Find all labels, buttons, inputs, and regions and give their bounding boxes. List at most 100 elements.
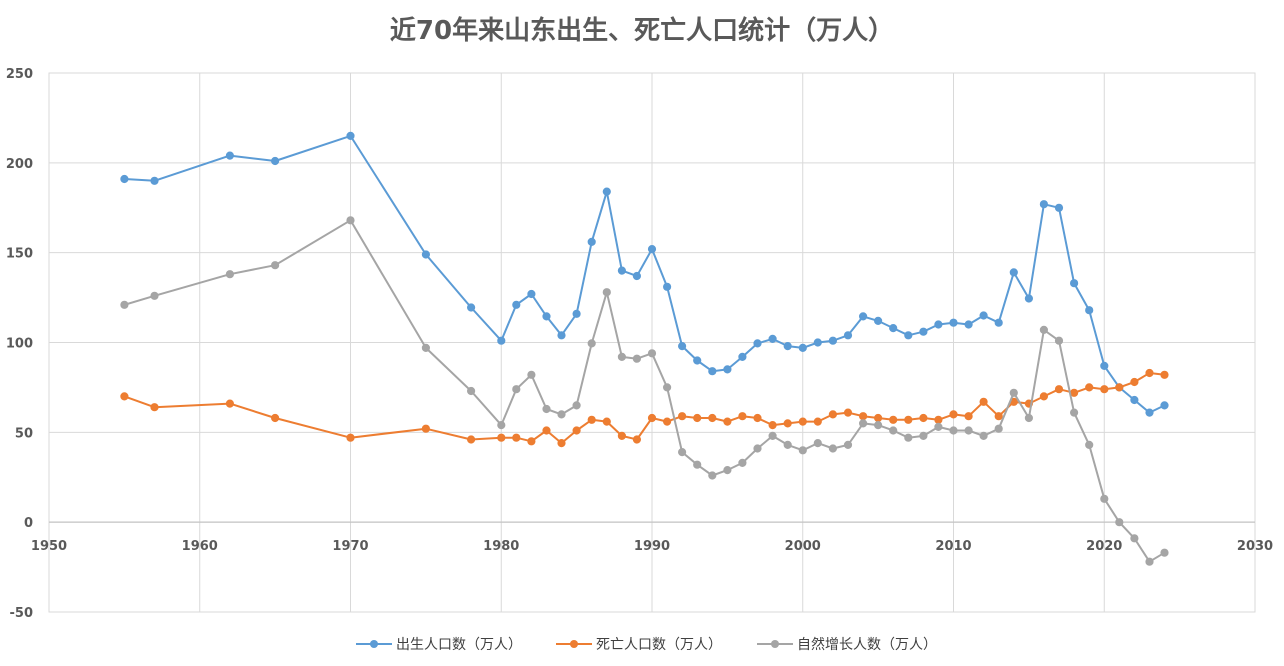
- data-point-births: [1009, 268, 1018, 277]
- data-point-natural-growth: [512, 385, 521, 394]
- data-point-deaths: [225, 399, 234, 408]
- data-point-births: [1085, 306, 1094, 315]
- series-line-natural-growth: [124, 219, 1166, 563]
- data-point-births: [1039, 200, 1049, 209]
- data-point-natural-growth: [1070, 408, 1079, 417]
- legend-marker-deaths: [556, 638, 592, 650]
- x-tick-label: 2020: [1086, 539, 1122, 554]
- data-point-births: [723, 365, 732, 374]
- data-point-deaths: [1145, 368, 1154, 378]
- data-point-natural-growth: [467, 386, 476, 396]
- data-point-deaths: [964, 412, 973, 421]
- data-point-natural-growth: [1024, 413, 1034, 423]
- legend-label-births: 出生人口数（万人）: [396, 637, 522, 653]
- data-point-deaths: [1160, 370, 1169, 379]
- y-tick-label: 100: [6, 337, 33, 352]
- data-point-natural-growth: [964, 426, 973, 435]
- data-point-deaths: [542, 426, 551, 435]
- data-point-deaths: [798, 417, 807, 426]
- data-point-deaths: [693, 413, 702, 423]
- data-point-natural-growth: [828, 444, 838, 453]
- data-point-natural-growth: [587, 339, 596, 348]
- x-tick-label: 1950: [31, 539, 67, 554]
- data-point-births: [497, 336, 506, 345]
- data-point-natural-growth: [1130, 534, 1139, 543]
- data-point-births: [271, 156, 280, 166]
- data-point-natural-growth: [1100, 494, 1109, 503]
- data-point-deaths: [828, 410, 838, 419]
- data-point-deaths: [994, 412, 1003, 421]
- data-point-births: [753, 339, 762, 348]
- data-point-births: [1100, 361, 1109, 370]
- y-tick-label: 250: [6, 67, 33, 82]
- data-point-births: [678, 342, 687, 351]
- data-point-births: [979, 311, 988, 320]
- data-point-natural-growth: [798, 446, 807, 455]
- data-point-births: [904, 331, 913, 340]
- data-point-natural-growth: [1145, 557, 1154, 566]
- x-tick-label: 2030: [1237, 539, 1273, 554]
- legend-item-deaths: 死亡人口数（万人）: [556, 634, 722, 654]
- data-point-deaths: [512, 433, 521, 442]
- data-point-deaths: [708, 413, 717, 423]
- legend-item-natural-growth: 自然增长人数（万人）: [757, 634, 937, 654]
- data-point-deaths: [617, 431, 627, 440]
- data-point-natural-growth: [874, 421, 883, 430]
- legend-label-deaths: 死亡人口数（万人）: [596, 637, 722, 653]
- data-point-births: [1145, 408, 1154, 417]
- data-point-births: [1160, 401, 1169, 410]
- data-point-natural-growth: [843, 440, 853, 449]
- data-point-births: [919, 327, 928, 336]
- data-point-deaths: [150, 403, 159, 412]
- y-tick-label: 200: [6, 157, 33, 172]
- data-point-births: [467, 303, 476, 312]
- data-point-natural-growth: [150, 291, 159, 300]
- data-point-births: [512, 300, 521, 309]
- data-point-deaths: [1085, 383, 1094, 392]
- data-point-natural-growth: [813, 439, 822, 448]
- data-point-natural-growth: [602, 288, 611, 297]
- data-point-natural-growth: [859, 419, 868, 428]
- data-point-natural-growth: [708, 471, 717, 480]
- x-tick-label: 1990: [634, 539, 670, 554]
- legend-marker-natural-growth: [757, 638, 793, 650]
- data-point-births: [994, 318, 1003, 327]
- data-point-births: [1070, 279, 1079, 288]
- data-point-births: [346, 131, 355, 140]
- data-point-births: [120, 174, 129, 184]
- data-point-deaths: [949, 410, 958, 419]
- data-point-natural-growth: [979, 431, 988, 440]
- axes: -50 0 50 100 150 200 250 1950 1960 1970 1980 1990 20…: [6, 67, 1273, 621]
- data-point-births: [934, 320, 943, 329]
- data-point-deaths: [813, 417, 822, 426]
- data-point-births: [557, 331, 566, 340]
- data-point-natural-growth: [994, 424, 1003, 433]
- data-point-births: [1054, 203, 1064, 212]
- data-point-deaths: [783, 419, 792, 428]
- data-point-deaths: [467, 435, 476, 444]
- data-point-births: [813, 338, 822, 347]
- data-point-natural-growth: [497, 421, 506, 430]
- data-point-births: [843, 331, 853, 340]
- series-deaths: [120, 368, 1169, 448]
- data-point-natural-growth: [572, 401, 581, 410]
- data-point-natural-growth: [271, 261, 280, 270]
- x-tick-label: 1980: [483, 539, 519, 554]
- data-point-births: [708, 367, 717, 376]
- data-point-natural-growth: [723, 466, 732, 475]
- series-line-deaths: [124, 372, 1165, 445]
- data-point-deaths: [723, 417, 732, 426]
- series-natural-growth: [120, 216, 1169, 566]
- data-point-deaths: [874, 413, 883, 423]
- data-point-deaths: [1130, 377, 1139, 387]
- data-point-deaths: [934, 415, 943, 424]
- data-point-deaths: [1115, 383, 1124, 392]
- x-tick-label: 1970: [332, 539, 368, 554]
- data-point-births: [859, 312, 868, 321]
- data-point-deaths: [889, 415, 898, 424]
- data-point-natural-growth: [120, 300, 129, 309]
- x-tick-label: 2010: [935, 539, 971, 554]
- data-point-deaths: [497, 433, 506, 442]
- chart-title: 近70年来山东出生、死亡人口统计（万人）: [389, 16, 895, 46]
- series-group: [120, 131, 1169, 566]
